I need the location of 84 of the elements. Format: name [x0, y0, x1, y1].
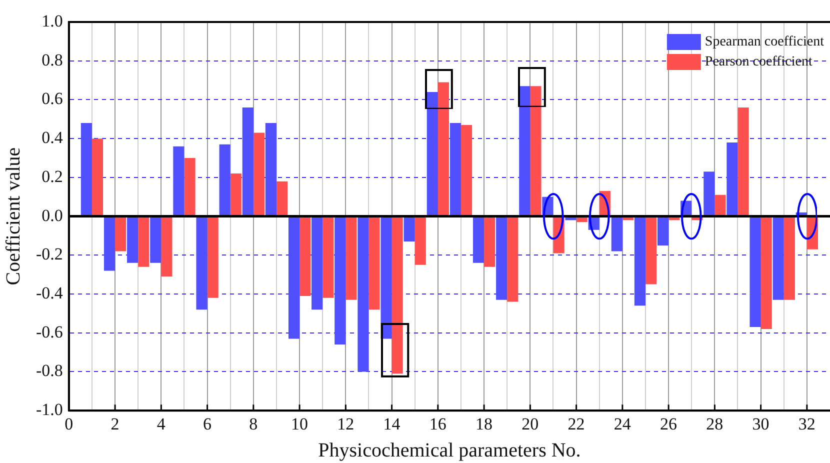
x-tick-label: 24	[614, 414, 632, 434]
x-tick-label: 6	[203, 414, 212, 434]
x-tick-label: 28	[706, 414, 724, 434]
bar	[92, 138, 104, 216]
bar	[288, 216, 300, 339]
y-axis-title: Coefficient value	[2, 147, 24, 286]
bar	[760, 216, 772, 329]
bar	[253, 132, 264, 216]
x-axis-title: Physicochemical parameters No.	[318, 439, 581, 462]
bar	[657, 216, 669, 246]
bar	[207, 216, 218, 298]
bar	[184, 158, 196, 216]
y-tick-label: 1.0	[42, 11, 63, 30]
bar	[230, 174, 242, 216]
bar	[784, 216, 795, 300]
bar	[772, 216, 784, 300]
bar	[472, 216, 484, 263]
y-tick-label: 0.0	[42, 206, 63, 225]
bar	[368, 216, 380, 310]
bar	[346, 216, 357, 300]
x-tick-label: 10	[291, 414, 308, 434]
bar	[438, 82, 449, 216]
y-tick-label: 0.6	[42, 89, 63, 108]
bar	[460, 124, 472, 216]
y-tick-label: -0.8	[36, 361, 63, 380]
bar	[138, 216, 150, 267]
bar	[150, 216, 162, 263]
bar	[714, 194, 726, 216]
bar	[219, 144, 230, 216]
bar	[265, 123, 276, 216]
bar	[611, 216, 622, 252]
bar	[704, 172, 715, 216]
y-tick-label: -0.6	[36, 322, 63, 342]
bar	[196, 216, 208, 310]
bar	[80, 123, 92, 216]
bar	[726, 142, 738, 216]
x-tick-label: 8	[249, 414, 258, 434]
bar	[300, 216, 311, 296]
bar	[450, 123, 461, 216]
x-tick-label: 2	[110, 414, 120, 434]
x-tick-label: 26	[660, 414, 678, 434]
legend-label: Spearman coefficient	[704, 34, 824, 50]
bar	[426, 92, 438, 216]
bar	[104, 216, 116, 271]
bar	[738, 107, 749, 216]
bar	[322, 216, 334, 298]
bar	[334, 216, 346, 345]
bar	[530, 86, 542, 216]
y-tick-label: -0.4	[36, 283, 64, 302]
x-tick-label: 30	[752, 414, 770, 434]
bar	[242, 107, 254, 216]
bar	[519, 86, 530, 216]
bar	[507, 216, 518, 302]
bar	[127, 216, 138, 263]
x-tick-label: 32	[798, 414, 816, 434]
bar	[404, 216, 415, 242]
x-tick-label: 22	[568, 414, 585, 434]
x-tick-label: 14	[383, 414, 401, 434]
y-tick-label: -0.2	[36, 244, 63, 264]
x-tick-label: 4	[156, 414, 166, 434]
bar	[392, 216, 403, 374]
bar	[161, 216, 172, 277]
y-tick-label: -1.0	[36, 400, 63, 420]
bar	[358, 216, 369, 372]
bar	[414, 216, 426, 265]
y-tick-label: 0.2	[42, 166, 63, 186]
bar	[484, 216, 496, 267]
bar	[173, 146, 184, 216]
x-tick-label: 0	[64, 414, 74, 434]
y-tick-label: 0.8	[42, 50, 63, 70]
x-tick-label: 16	[429, 414, 446, 434]
y-tick-label: 0.4	[42, 128, 64, 148]
bar	[634, 216, 646, 306]
x-tick-label: 20	[522, 414, 539, 434]
x-tick-label: 12	[337, 414, 354, 434]
x-tick-label: 18	[476, 414, 493, 434]
bar	[312, 216, 323, 310]
bar	[276, 181, 288, 216]
bar	[750, 216, 761, 328]
bar	[645, 216, 657, 284]
bar	[380, 216, 392, 339]
legend-label: Pearson coefficient	[704, 54, 812, 70]
bar	[115, 216, 126, 252]
bar	[496, 216, 508, 300]
